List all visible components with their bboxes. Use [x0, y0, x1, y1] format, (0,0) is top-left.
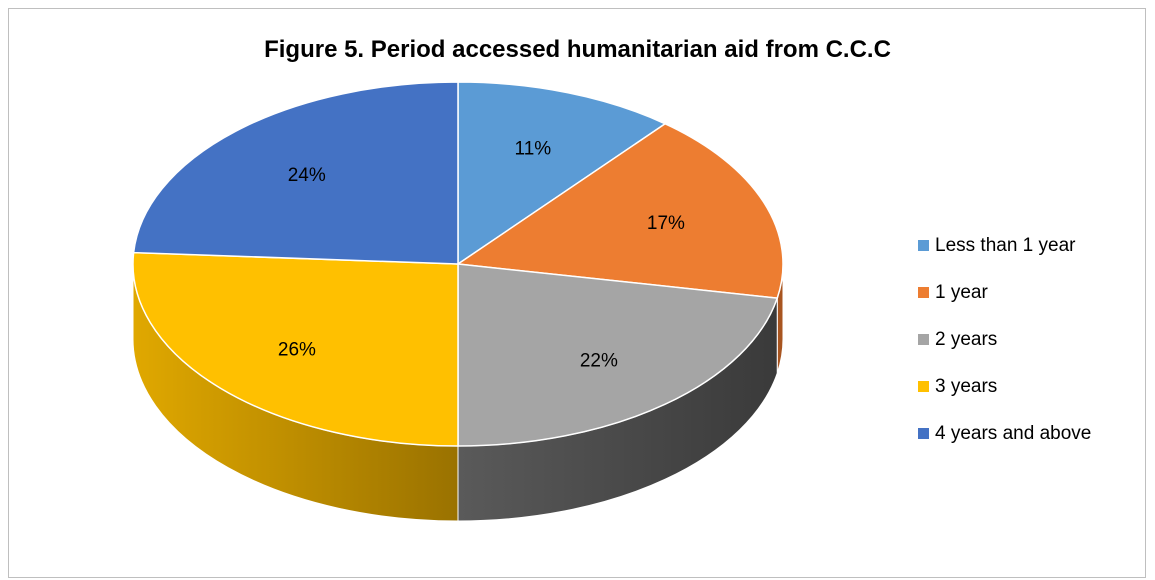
data-label: 22% [580, 350, 618, 371]
legend-item: Less than 1 year [918, 222, 1091, 269]
data-label: 24% [288, 165, 326, 186]
pie-slice-less-than-1-year [457, 81, 667, 266]
legend-label: 2 years [935, 328, 998, 350]
legend-label: 1 year [935, 281, 988, 303]
legend-item: 3 years [918, 363, 1091, 410]
legend-label: 3 years [935, 375, 998, 397]
pie-top [132, 81, 784, 447]
legend: Less than 1 year 1 year 2 years 3 years 4 ye… [918, 222, 1091, 457]
legend-swatch [918, 381, 929, 392]
legend-swatch [918, 428, 929, 439]
pie-slice-3-years [132, 251, 459, 447]
data-label: 11% [515, 139, 552, 160]
pie-slice-1-year [455, 122, 784, 299]
legend-swatch [918, 334, 929, 345]
legend-item: 2 years [918, 316, 1091, 363]
pie-slice-2-years [457, 263, 779, 447]
legend-swatch [918, 287, 929, 298]
legend-swatch [918, 240, 929, 251]
pie-slice-4-years-and-above [132, 81, 459, 265]
chart-title: Figure 5. Period accessed humanitarian a… [264, 36, 891, 63]
legend-label: 4 years and above [935, 422, 1092, 444]
pie-labels: 11% 17% 22% 26% 24% [278, 139, 685, 372]
legend-label: Less than 1 year [935, 234, 1076, 256]
legend-item: 4 years and above [918, 410, 1091, 457]
data-label: 26% [278, 340, 316, 361]
legend-item: 1 year [918, 269, 1091, 316]
data-label: 17% [647, 213, 685, 234]
